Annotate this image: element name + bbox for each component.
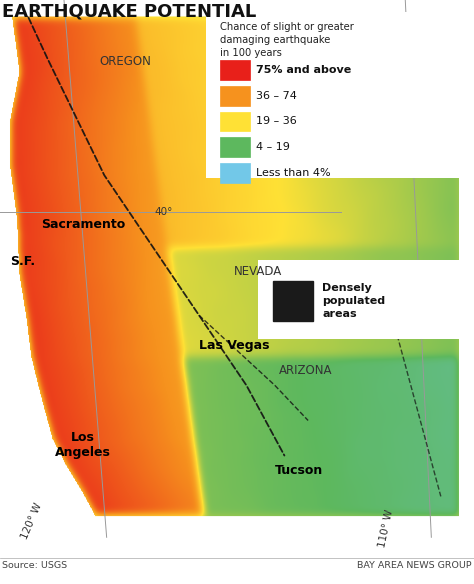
Text: 19 – 36: 19 – 36 bbox=[256, 116, 297, 127]
Text: BAY AREA NEWS GROUP: BAY AREA NEWS GROUP bbox=[357, 561, 472, 570]
Bar bbox=[220, 137, 250, 157]
Text: 120° W: 120° W bbox=[20, 501, 45, 541]
Bar bbox=[206, 12, 469, 178]
Bar bbox=[273, 281, 313, 321]
Text: 40°: 40° bbox=[154, 207, 173, 217]
Text: OREGON: OREGON bbox=[100, 55, 152, 68]
Text: 4 – 19: 4 – 19 bbox=[256, 142, 290, 152]
Bar bbox=[258, 260, 469, 339]
Bar bbox=[220, 86, 250, 106]
Text: Less than 4%: Less than 4% bbox=[256, 168, 330, 178]
Text: Chance of slight or greater
damaging earthquake
in 100 years: Chance of slight or greater damaging ear… bbox=[220, 22, 354, 58]
Bar bbox=[220, 60, 250, 80]
Text: EARTHQUAKE POTENTIAL: EARTHQUAKE POTENTIAL bbox=[2, 3, 256, 21]
Text: 36 – 74: 36 – 74 bbox=[256, 91, 297, 101]
Text: Tucson: Tucson bbox=[274, 464, 323, 477]
Bar bbox=[220, 163, 250, 183]
Text: Las Vegas: Las Vegas bbox=[200, 339, 270, 352]
Text: Los
Angeles: Los Angeles bbox=[55, 431, 111, 459]
Text: 75% and above: 75% and above bbox=[256, 65, 351, 75]
Text: ARIZONA: ARIZONA bbox=[279, 364, 332, 377]
Bar bbox=[220, 112, 250, 131]
Text: 110° W: 110° W bbox=[377, 509, 395, 548]
Text: Densely
populated
areas: Densely populated areas bbox=[322, 283, 385, 318]
Text: Source: USGS: Source: USGS bbox=[2, 561, 67, 570]
Text: S.F.: S.F. bbox=[10, 255, 36, 267]
Text: Sacramento: Sacramento bbox=[41, 218, 125, 231]
Text: NEVADA: NEVADA bbox=[234, 265, 283, 278]
